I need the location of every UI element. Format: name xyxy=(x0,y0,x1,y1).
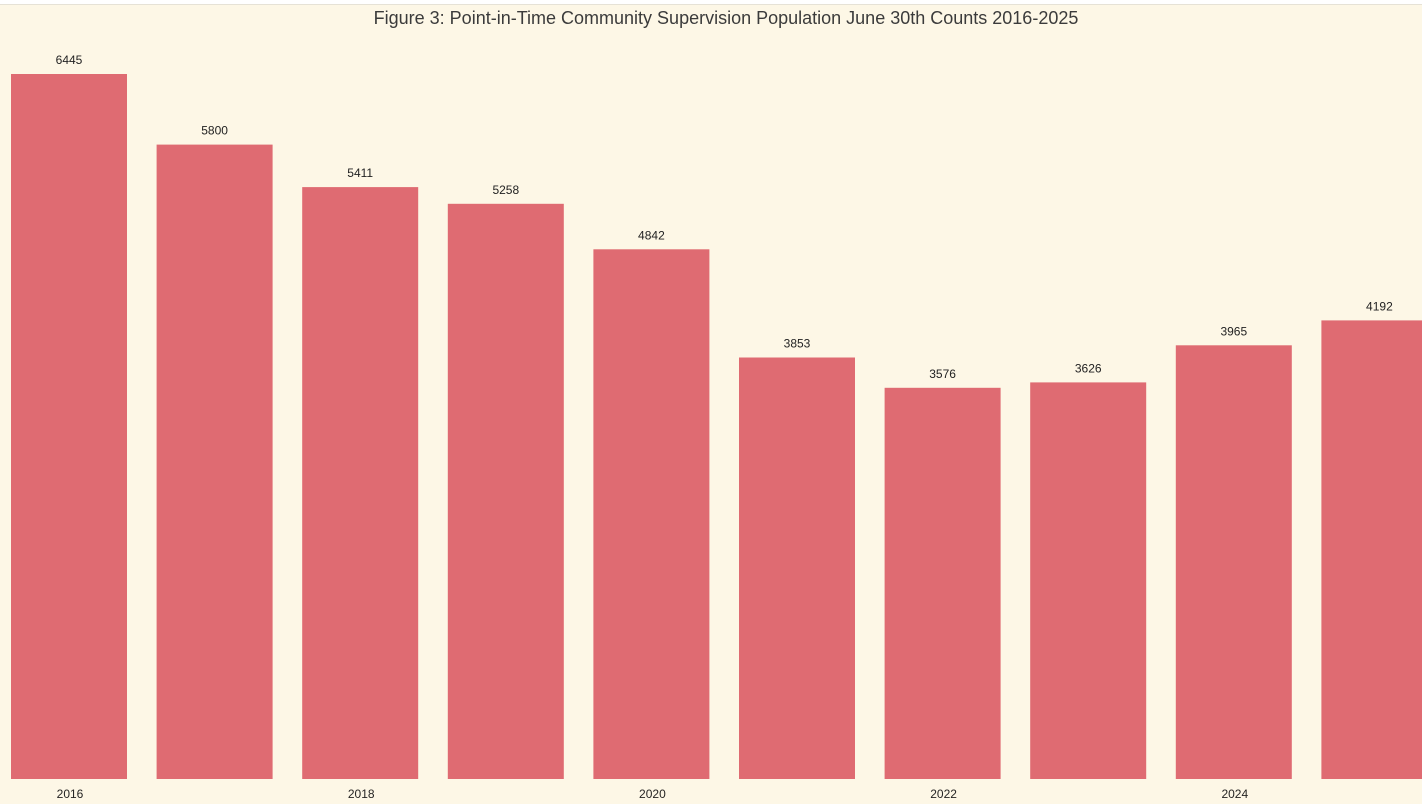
bar-2025[interactable] xyxy=(1321,320,1422,779)
x-tick-label-2022: 2022 xyxy=(930,787,957,801)
chart-title: Figure 3: Point-in-Time Community Superv… xyxy=(373,8,1079,28)
data-label-2024: 3965 xyxy=(1220,324,1247,338)
bar-2021[interactable] xyxy=(739,357,855,780)
data-label-2019: 5258 xyxy=(492,183,519,197)
bar-2022[interactable] xyxy=(884,387,1001,779)
x-tick-label-2020: 2020 xyxy=(639,787,666,801)
bar-2020[interactable] xyxy=(593,249,710,780)
panel-top-border xyxy=(0,0,1422,5)
bar-2017[interactable] xyxy=(156,144,273,780)
x-tick-label-2024: 2024 xyxy=(1221,787,1248,801)
data-label-2022: 3576 xyxy=(929,367,956,381)
data-label-2016: 6445 xyxy=(56,53,83,67)
bar-2019[interactable] xyxy=(447,203,564,780)
data-label-2025: 4192 xyxy=(1366,299,1393,313)
data-label-2020: 4842 xyxy=(638,228,665,242)
data-label-2021: 3853 xyxy=(784,337,811,351)
bar-2024[interactable] xyxy=(1175,345,1292,779)
data-label-2023: 3626 xyxy=(1075,361,1102,375)
data-label-2017: 5800 xyxy=(201,124,228,138)
bar-2018[interactable] xyxy=(302,187,419,780)
bar-2016[interactable] xyxy=(11,74,127,779)
x-tick-label-2018: 2018 xyxy=(348,787,375,801)
x-tick-label-2016: 2016 xyxy=(57,787,84,801)
bar-2023[interactable] xyxy=(1030,382,1147,779)
data-label-2018: 5411 xyxy=(347,166,373,180)
